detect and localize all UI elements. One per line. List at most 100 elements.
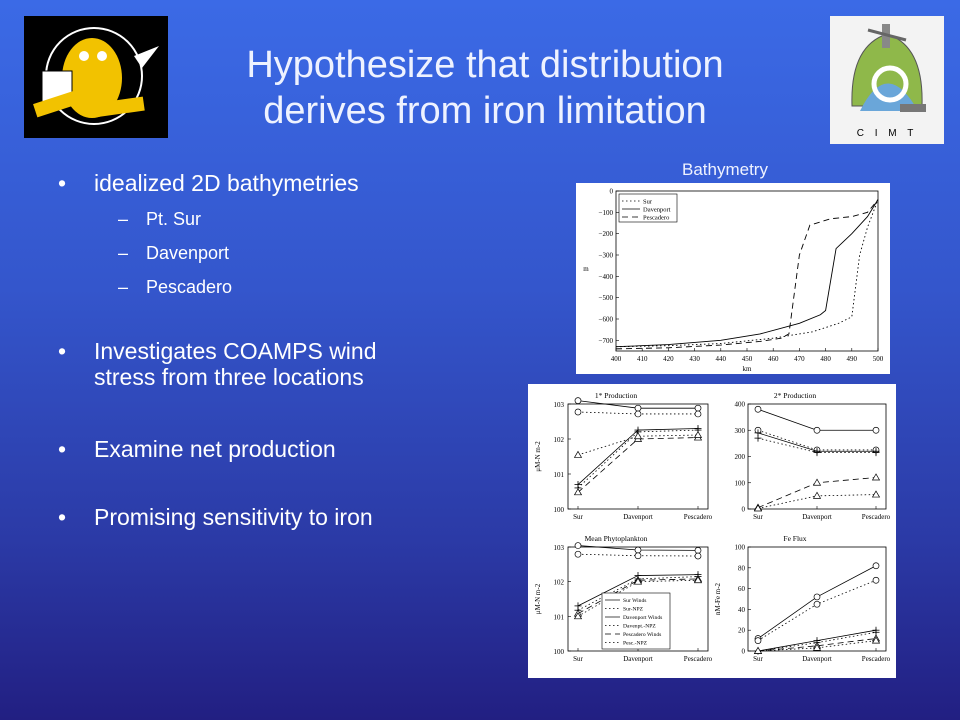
plot-frame <box>567 403 709 510</box>
y-tick-label: −100 <box>599 209 614 217</box>
y-tick-label: 40 <box>738 606 746 614</box>
legend-box <box>618 193 678 223</box>
panel-chart-1: 1* Production μM-N m-2 100 101 102 103 Sur Dave… <box>534 391 713 521</box>
legend-entry: Sur-NPZ <box>623 607 644 613</box>
x-tick-label: 420 <box>663 355 674 363</box>
series-line <box>757 429 876 451</box>
bathymetry-chart: 400 410 420 430 440 450 460 470 480 490 500 0 −100 −2… <box>583 188 884 374</box>
sub-bullet-item: – Pt. Sur <box>118 209 202 229</box>
data-point <box>813 600 821 608</box>
y-axis-label: μM-N m-2 <box>534 441 542 472</box>
bullet-text: idealized 2D bathymetries <box>94 170 359 196</box>
production-charts: 1* Production μM-N m-2 100 101 102 103 Sur Dave… <box>534 391 891 663</box>
y-tick-label: −400 <box>599 273 614 281</box>
legend-entry: Davenport <box>643 207 671 214</box>
x-tick-label: 450 <box>742 355 753 363</box>
series-line <box>577 434 699 456</box>
title-line-2: derives from iron limitation <box>263 90 707 132</box>
legend-entry: Pescadero <box>643 215 669 222</box>
data-point <box>573 612 583 620</box>
data-point <box>812 491 822 499</box>
data-point <box>753 504 763 512</box>
y-tick-label: 20 <box>738 627 746 635</box>
x-tick-label: 400 <box>611 355 622 363</box>
y-tick-label: 100 <box>554 648 565 656</box>
legend-entry: Davenpt.-NPZ <box>623 624 656 630</box>
data-point <box>573 450 583 458</box>
y-tick-label: 103 <box>554 401 565 409</box>
slide-title: Hypothesize that distribution derives fr… <box>190 42 780 134</box>
ucsc-banana-slug-logo <box>24 16 168 138</box>
x-tick-label: 500 <box>873 355 884 363</box>
y-tick-label: 80 <box>738 564 746 572</box>
x-tick-label: Sur <box>753 655 763 663</box>
data-point <box>573 488 583 496</box>
data-point <box>812 478 822 486</box>
y-tick-label: −700 <box>599 337 614 345</box>
data-point <box>754 405 762 413</box>
x-tick-label: Sur <box>573 513 583 521</box>
legend-box <box>601 592 671 650</box>
y-tick-label: 300 <box>735 427 746 435</box>
y-tick-label: 103 <box>554 544 565 552</box>
data-point <box>634 410 642 418</box>
data-point <box>872 562 880 570</box>
x-tick-label: Pescadero <box>862 513 891 521</box>
y-tick-label: 0 <box>610 188 614 196</box>
data-point <box>634 546 642 554</box>
y-tick-label: 0 <box>742 506 746 514</box>
y-tick-label: −200 <box>599 230 614 238</box>
data-point <box>574 397 582 404</box>
sub-bullet-item: – Davenport <box>118 243 230 263</box>
y-tick-label: 101 <box>554 471 565 479</box>
y-tick-label: −600 <box>599 316 614 324</box>
series-line-pescadero <box>615 199 879 350</box>
panel-title: 2* Production <box>774 391 817 400</box>
data-point <box>754 637 762 644</box>
data-point <box>694 410 702 418</box>
data-point <box>813 593 821 601</box>
sub-bullet-item: – Pescadero <box>118 277 233 297</box>
x-tick-label: 430 <box>689 355 700 363</box>
y-tick-label: 101 <box>554 613 565 621</box>
x-tick-label: Davenport <box>623 655 653 663</box>
data-point <box>693 430 703 438</box>
bullet-text: Promising sensitivity to iron <box>94 504 373 530</box>
y-tick-label: 100 <box>735 544 746 552</box>
bullet-dot: • <box>58 170 67 196</box>
x-tick-label: 440 <box>716 355 727 363</box>
x-tick-label: 480 <box>820 355 831 363</box>
x-tick-label: Davenport <box>802 655 832 663</box>
panel-chart-2: 2* Production 0 100 200 300 400 Sur Davenport Pe… <box>735 391 891 521</box>
data-point <box>574 408 582 416</box>
sub-bullet-text: Davenport <box>146 243 230 263</box>
x-tick-label: Sur <box>753 513 763 521</box>
x-tick-label: Pescadero <box>684 655 713 663</box>
legend-entry: Pesc.-NPZ <box>623 641 648 647</box>
bullet-list: • idealized 2D bathymetries – Pt. Sur – Da… <box>58 170 478 530</box>
data-point <box>871 490 881 498</box>
y-axis-label: m <box>583 265 589 273</box>
legend-entry: Davenport Winds <box>623 615 662 621</box>
bullet-item: • idealized 2D bathymetries <box>58 170 478 196</box>
data-point <box>872 426 880 434</box>
data-point <box>694 552 702 560</box>
y-tick-label: 102 <box>554 579 565 587</box>
data-point <box>872 576 880 584</box>
y-tick-label: 102 <box>554 436 565 444</box>
bathymetry-chart-panel: 400 410 420 430 440 450 460 470 480 490 500 0 −100 −2… <box>576 183 890 374</box>
bullet-item: • Examine net production <box>58 436 336 462</box>
sub-bullet-text: Pescadero <box>146 277 233 297</box>
data-point <box>633 432 643 440</box>
legend-entry: Sur <box>643 199 653 206</box>
x-tick-label: 410 <box>637 355 648 363</box>
y-tick-label: 0 <box>742 648 746 656</box>
series-line <box>577 578 699 614</box>
bullet-text: Investigates COAMPS wind stress from thr… <box>94 338 377 390</box>
x-tick-label: Pescadero <box>862 655 891 663</box>
x-tick-label: 490 <box>847 355 858 363</box>
sub-bullet-text: Pt. Sur <box>146 209 202 229</box>
data-point <box>574 550 582 558</box>
panel-title: Fe Flux <box>783 534 806 543</box>
data-point <box>694 404 702 412</box>
